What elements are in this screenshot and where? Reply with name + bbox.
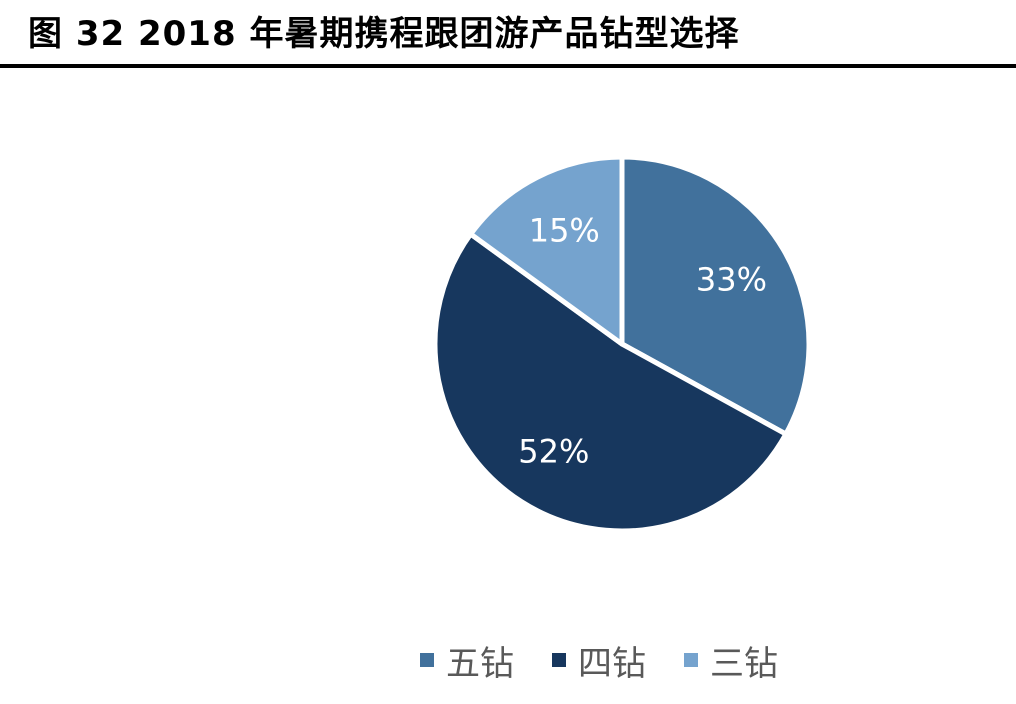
legend-swatch-sanzuan <box>684 653 698 667</box>
data-label-wuzuan: 33% <box>696 260 767 298</box>
pie-data-labels: 33% 52% 15% <box>518 212 767 471</box>
legend-swatch-wuzuan <box>420 653 434 667</box>
pie-slice-sanzuan <box>468 154 625 347</box>
chart-legend: 五钻 四钻 三钻 <box>420 632 778 688</box>
legend-item-sanzuan: 三钻 <box>684 636 778 685</box>
legend-label-sanzuan: 三钻 <box>710 643 778 684</box>
pie-slices <box>432 154 812 534</box>
pie-slice-sizuan <box>432 231 789 534</box>
legend-label-wuzuan: 五钻 <box>446 643 514 684</box>
legend-item-sizuan: 四钻 <box>552 636 646 685</box>
legend-swatch-sizuan <box>552 653 566 667</box>
legend-label-sizuan: 四钻 <box>578 643 646 684</box>
page-title: 图 32 2018 年暑期携程跟团游产品钻型选择 <box>28 14 740 54</box>
title-underline <box>0 64 1016 68</box>
pie-slice-wuzuan <box>619 154 812 437</box>
legend-item-wuzuan: 五钻 <box>420 636 514 685</box>
data-label-sanzuan: 15% <box>529 212 600 250</box>
data-label-sizuan: 52% <box>518 432 589 470</box>
